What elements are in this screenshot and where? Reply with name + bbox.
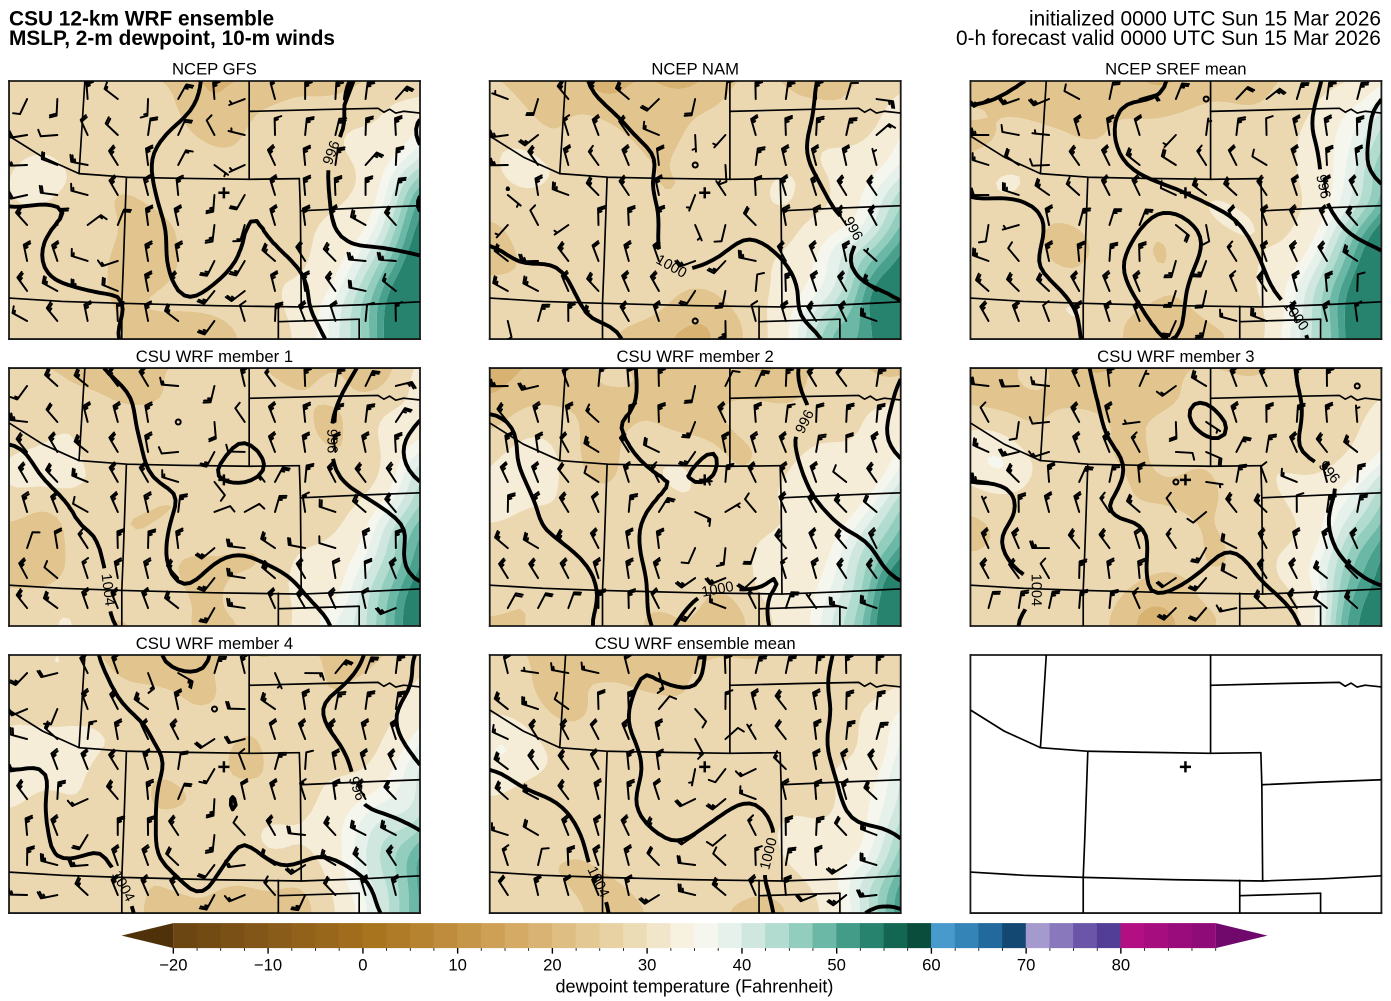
svg-text:CSU WRF ensemble mean: CSU WRF ensemble mean xyxy=(595,634,796,653)
svg-text:−10: −10 xyxy=(254,956,282,975)
svg-text:dewpoint temperature (Fahrenhe: dewpoint temperature (Fahrenheit) xyxy=(556,977,834,997)
svg-text:10: 10 xyxy=(448,956,467,975)
svg-text:40: 40 xyxy=(733,956,752,975)
svg-text:1004: 1004 xyxy=(98,573,118,607)
svg-text:0-h forecast valid 0000 UTC Su: 0-h forecast valid 0000 UTC Sun 15 Mar 2… xyxy=(956,27,1381,50)
svg-text:996: 996 xyxy=(323,429,339,454)
svg-text:80: 80 xyxy=(1112,956,1131,975)
svg-text:1004: 1004 xyxy=(1028,574,1044,606)
svg-text:20: 20 xyxy=(543,956,562,975)
svg-text:50: 50 xyxy=(827,956,846,975)
svg-text:NCEP GFS: NCEP GFS xyxy=(172,60,257,79)
svg-text:CSU WRF member 3: CSU WRF member 3 xyxy=(1097,347,1254,366)
svg-text:0: 0 xyxy=(358,956,367,975)
svg-text:NCEP NAM: NCEP NAM xyxy=(651,60,739,79)
svg-text:70: 70 xyxy=(1017,956,1036,975)
svg-text:996: 996 xyxy=(345,775,368,803)
svg-text:1000: 1000 xyxy=(757,836,780,871)
svg-text:MSLP, 2-m dewpoint, 10-m winds: MSLP, 2-m dewpoint, 10-m winds xyxy=(9,27,335,50)
svg-text:CSU 12-km WRF ensemble: CSU 12-km WRF ensemble xyxy=(9,8,274,31)
svg-text:60: 60 xyxy=(922,956,941,975)
svg-text:CSU WRF member 4: CSU WRF member 4 xyxy=(136,634,293,653)
svg-text:30: 30 xyxy=(638,956,657,975)
svg-text:−20: −20 xyxy=(159,956,187,975)
svg-text:CSU WRF member 1: CSU WRF member 1 xyxy=(136,347,293,366)
svg-text:NCEP SREF mean: NCEP SREF mean xyxy=(1105,60,1246,79)
svg-text:996: 996 xyxy=(320,139,343,167)
svg-text:initialized 0000 UTC Sun 15 Ma: initialized 0000 UTC Sun 15 Mar 2026 xyxy=(1029,8,1381,31)
svg-text:996: 996 xyxy=(1312,173,1333,200)
svg-text:1000: 1000 xyxy=(700,579,735,601)
svg-text:CSU WRF member 2: CSU WRF member 2 xyxy=(616,347,773,366)
